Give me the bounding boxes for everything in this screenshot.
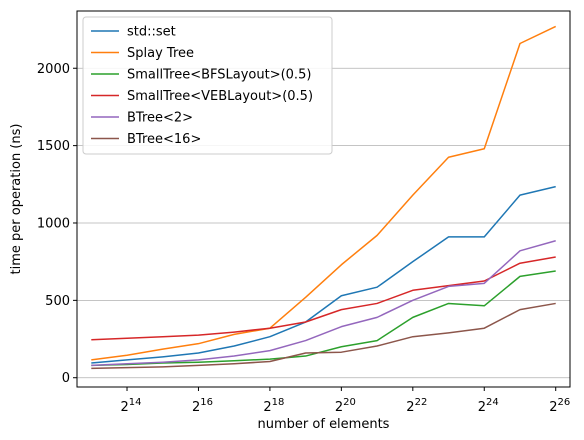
legend-entry: std::set — [127, 25, 176, 40]
x-axis-ticks: 214 216 218 220 222 224 226 — [121, 387, 570, 415]
y-tick-label: 0 — [62, 371, 70, 386]
series-line-std-set — [91, 185, 556, 364]
y-tick-label: 500 — [45, 294, 70, 309]
legend-entry: BTree<16> — [127, 132, 201, 147]
series-line-splay-tree — [91, 25, 557, 361]
y-tick-label: 1500 — [37, 139, 70, 154]
x-tick-label: 216 — [192, 397, 213, 415]
series-line-btree-2 — [91, 240, 556, 367]
x-axis-label: number of elements — [258, 417, 390, 432]
series-line-smalltree-bfslayout-0-5 — [91, 270, 556, 367]
x-tick-label: 226 — [549, 397, 570, 415]
x-tick-label: 224 — [478, 397, 499, 415]
x-tick-label: 220 — [335, 397, 356, 415]
y-tick-label: 2000 — [37, 62, 70, 77]
series-line-smalltree-veblayout-0-5 — [91, 256, 556, 341]
legend-entry: SmallTree<VEBLayout>(0.5) — [127, 89, 313, 104]
y-axis-ticks: 0 500 1000 1500 2000 — [37, 62, 77, 386]
series-line-btree-16 — [91, 302, 556, 370]
legend-entry: Splay Tree — [127, 46, 194, 61]
x-tick-label: 218 — [263, 397, 284, 415]
x-tick-label: 222 — [406, 397, 427, 415]
series-lines — [91, 25, 557, 370]
x-tick-label: 214 — [121, 397, 142, 415]
y-axis-label: time per operation (ns) — [9, 124, 24, 275]
legend-entry: SmallTree<BFSLayout>(0.5) — [127, 68, 311, 83]
legend-entry: BTree<2> — [127, 111, 193, 126]
plot-frame — [76, 10, 571, 388]
legend-box — [82, 16, 333, 155]
y-tick-label: 1000 — [37, 216, 70, 231]
